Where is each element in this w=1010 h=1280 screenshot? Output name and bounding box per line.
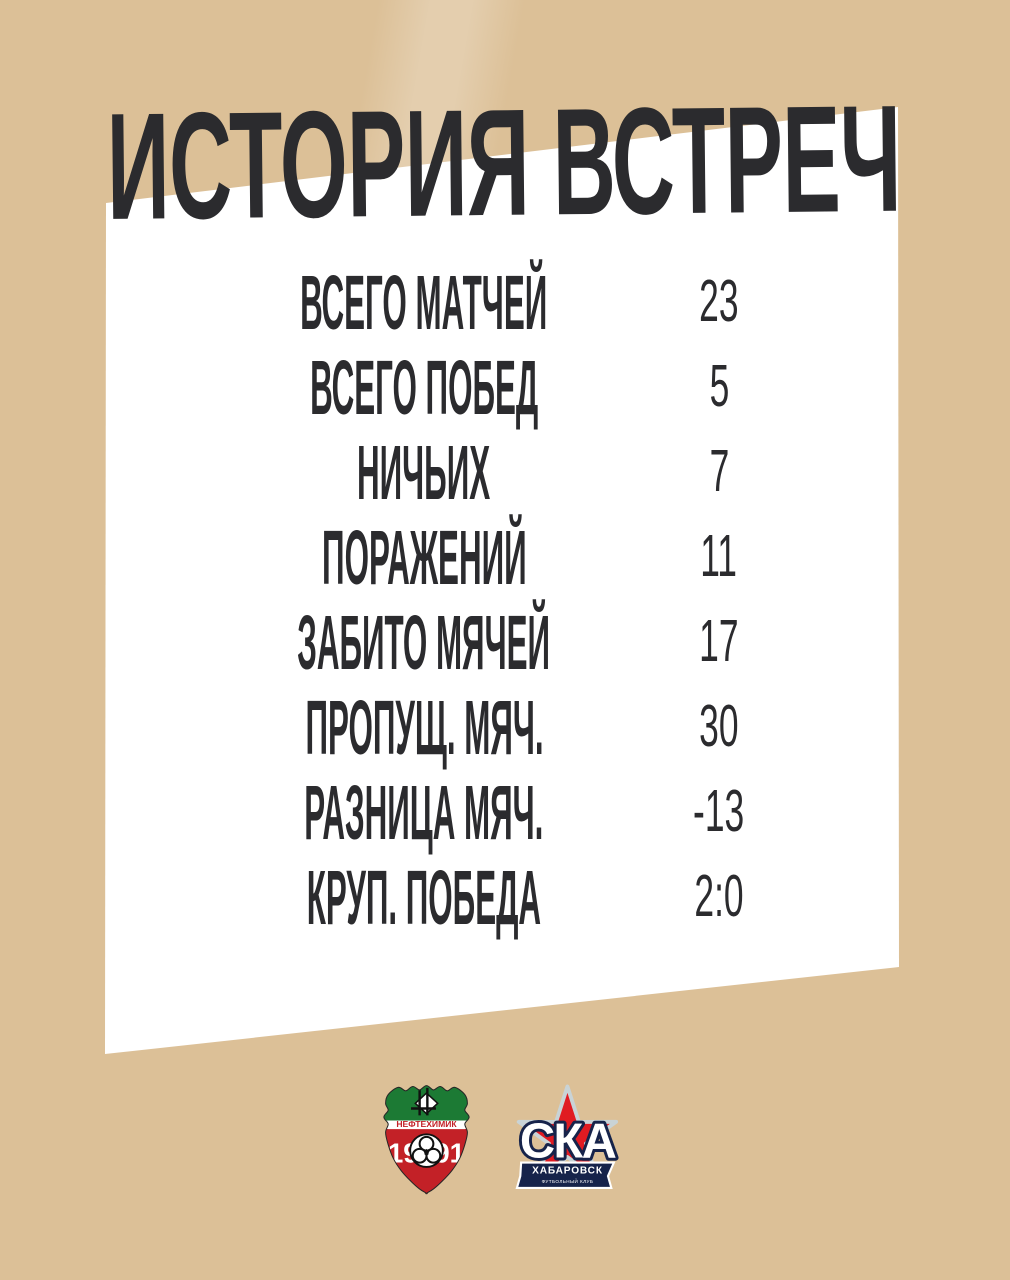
svg-text:НЕФТЕХИМИК: НЕФТЕХИМИК <box>396 1119 457 1129</box>
svg-text:ХАБАРОВСК: ХАБАРОВСК <box>532 1166 603 1177</box>
svg-text:СКА: СКА <box>520 1115 616 1169</box>
